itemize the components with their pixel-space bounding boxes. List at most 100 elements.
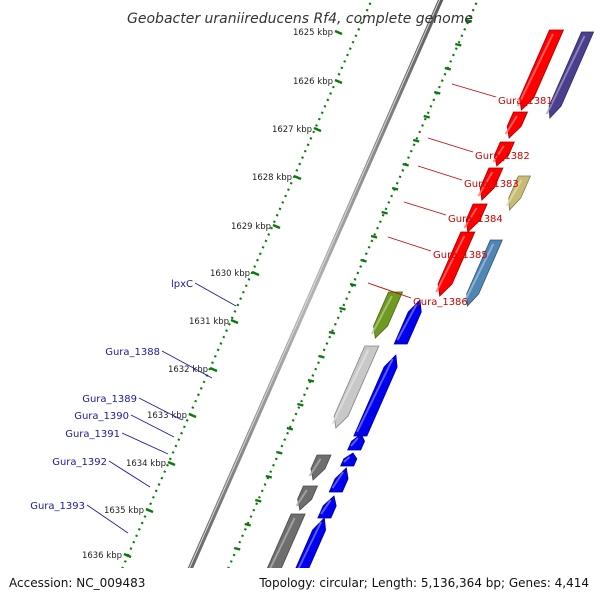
kbp-tick-mark bbox=[167, 460, 176, 467]
gene-label[interactable]: Gura_1385 bbox=[433, 250, 488, 261]
kbp-tick-label: 1632 kbp bbox=[168, 365, 208, 375]
gc-ring-tick bbox=[465, 18, 473, 23]
callout-line bbox=[138, 397, 183, 421]
kbp-tick-label: 1627 kbp bbox=[272, 125, 312, 135]
map-title: Geobacter uraniireducens Rf4, complete g… bbox=[127, 11, 473, 27]
gc-ring-tick bbox=[265, 474, 273, 479]
callout-line bbox=[367, 282, 412, 299]
gc-ring-tick bbox=[455, 42, 462, 47]
gene-label[interactable]: Gura_1381 bbox=[498, 96, 553, 107]
gene-forward-6[interactable] bbox=[435, 231, 476, 297]
gc-ring-tick bbox=[286, 426, 294, 431]
topology-text: Topology: circular; Length: 5,136,364 bp… bbox=[258, 576, 589, 590]
callout-line bbox=[194, 282, 237, 307]
callout-line bbox=[108, 460, 151, 488]
gene-label[interactable]: Gura_1382 bbox=[475, 151, 530, 162]
gene-reverse-2[interactable] bbox=[328, 467, 349, 493]
kbp-tick-label: 1625 kbp bbox=[293, 28, 333, 38]
gc-ring-tick bbox=[233, 546, 241, 551]
kbp-tick-mark bbox=[313, 126, 322, 133]
kbp-tick-label: 1633 kbp bbox=[147, 411, 187, 421]
kbp-tick-mark bbox=[230, 318, 239, 325]
gene-label[interactable]: Gura_1389 bbox=[82, 394, 137, 405]
kbp-tick-label: 1630 kbp bbox=[210, 269, 250, 279]
gene-forward-2[interactable] bbox=[504, 111, 529, 139]
gc-content-ring-inner bbox=[107, 0, 373, 600]
gc-ring-tick bbox=[412, 138, 420, 143]
kbp-tick-label: 1636 kbp bbox=[82, 551, 122, 561]
callout-line bbox=[130, 414, 175, 438]
gene-label[interactable]: Gura_1392 bbox=[52, 457, 107, 468]
kbp-tick-label: 1635 kbp bbox=[104, 506, 144, 516]
gc-ring-tick bbox=[349, 282, 357, 287]
kbp-tick-mark bbox=[334, 78, 343, 85]
gene-label[interactable]: Gura_1386 bbox=[413, 297, 468, 308]
gc-ring-tick bbox=[433, 90, 441, 95]
gene-forward-3[interactable] bbox=[492, 141, 515, 167]
gc-ring-tick bbox=[244, 522, 251, 527]
gene-label[interactable]: Gura_1383 bbox=[464, 179, 519, 190]
gc-ring-tick bbox=[444, 66, 452, 71]
gene-lpxc[interactable] bbox=[370, 291, 404, 339]
gene-gura-1381[interactable] bbox=[545, 31, 595, 119]
gene-gura-1392[interactable] bbox=[308, 454, 332, 481]
gene-gura-1386[interactable] bbox=[463, 239, 503, 307]
footer-background bbox=[0, 568, 600, 600]
callout-line bbox=[161, 350, 213, 379]
gc-ring-tick bbox=[360, 258, 367, 263]
gene-callouts: Gura_1381 Gura_1382 Gura_1383 Gura_1384 Gura… bbox=[30, 83, 553, 534]
gene-gura-1393[interactable] bbox=[295, 485, 319, 511]
gc-ring-tick bbox=[328, 330, 336, 335]
backbone-highlight bbox=[174, 0, 441, 600]
gene-forward-4[interactable] bbox=[477, 167, 504, 201]
kbp-tick-mark bbox=[209, 366, 218, 373]
gc-ring-tick bbox=[318, 354, 325, 359]
callout-line bbox=[387, 236, 432, 252]
gc-ring-tick bbox=[307, 378, 315, 383]
kbp-ticks: 1625 kbp 1626 kbp 1627 kbp 1628 kbp 1629 kbp… bbox=[82, 18, 473, 599]
kbp-tick-label: 1631 kbp bbox=[189, 317, 229, 327]
gene-reverse-1[interactable] bbox=[393, 299, 422, 345]
callout-line bbox=[417, 165, 463, 181]
gene-gura-1391[interactable] bbox=[340, 452, 358, 467]
kbp-tick-mark bbox=[272, 223, 281, 230]
kbp-tick-mark bbox=[123, 552, 132, 559]
gene-label[interactable]: Gura_1384 bbox=[448, 214, 503, 225]
backbone-ring bbox=[173, 0, 444, 600]
gc-ring-tick bbox=[254, 498, 262, 503]
gc-ring-tick bbox=[402, 162, 409, 167]
kbp-tick-mark bbox=[145, 507, 154, 514]
gc-ring-tick bbox=[423, 114, 430, 119]
gc-ring-tick bbox=[276, 450, 283, 455]
gene-forward-5[interactable] bbox=[463, 203, 488, 233]
kbp-tick-mark bbox=[251, 270, 260, 277]
gc-ring-tick bbox=[391, 186, 399, 191]
gene-label[interactable]: Gura_1393 bbox=[30, 501, 85, 512]
kbp-tick-label: 1626 kbp bbox=[293, 77, 333, 87]
callout-line bbox=[427, 137, 474, 153]
gene-label[interactable]: Gura_1391 bbox=[65, 429, 120, 440]
callout-line bbox=[121, 432, 169, 455]
gene-gura-1388[interactable] bbox=[331, 345, 380, 429]
kbp-tick-label: 1634 kbp bbox=[126, 459, 166, 469]
gc-ring-tick bbox=[339, 306, 346, 311]
callout-line bbox=[451, 83, 497, 98]
gene-forward-1[interactable] bbox=[516, 29, 565, 111]
gc-ring-tick bbox=[370, 234, 378, 239]
gene-gura-1384[interactable] bbox=[505, 175, 532, 211]
kbp-tick-label: 1628 kbp bbox=[252, 173, 292, 183]
gene-label[interactable]: Gura_1390 bbox=[74, 411, 129, 422]
kbp-tick-mark bbox=[188, 412, 197, 419]
gene-reverse-3[interactable] bbox=[317, 495, 337, 519]
gc-ring-tick bbox=[381, 210, 388, 215]
kbp-tick-mark bbox=[293, 174, 302, 181]
callout-line bbox=[403, 201, 447, 216]
accession-text: Accession: NC_009483 bbox=[9, 576, 145, 590]
gene-label[interactable]: lpxC bbox=[171, 279, 193, 290]
gc-ring-tick bbox=[297, 402, 304, 407]
kbp-tick-mark bbox=[334, 29, 343, 36]
callout-line bbox=[86, 504, 129, 534]
gene-gura-1390[interactable] bbox=[347, 433, 365, 451]
gene-label[interactable]: Gura_1388 bbox=[105, 347, 160, 358]
